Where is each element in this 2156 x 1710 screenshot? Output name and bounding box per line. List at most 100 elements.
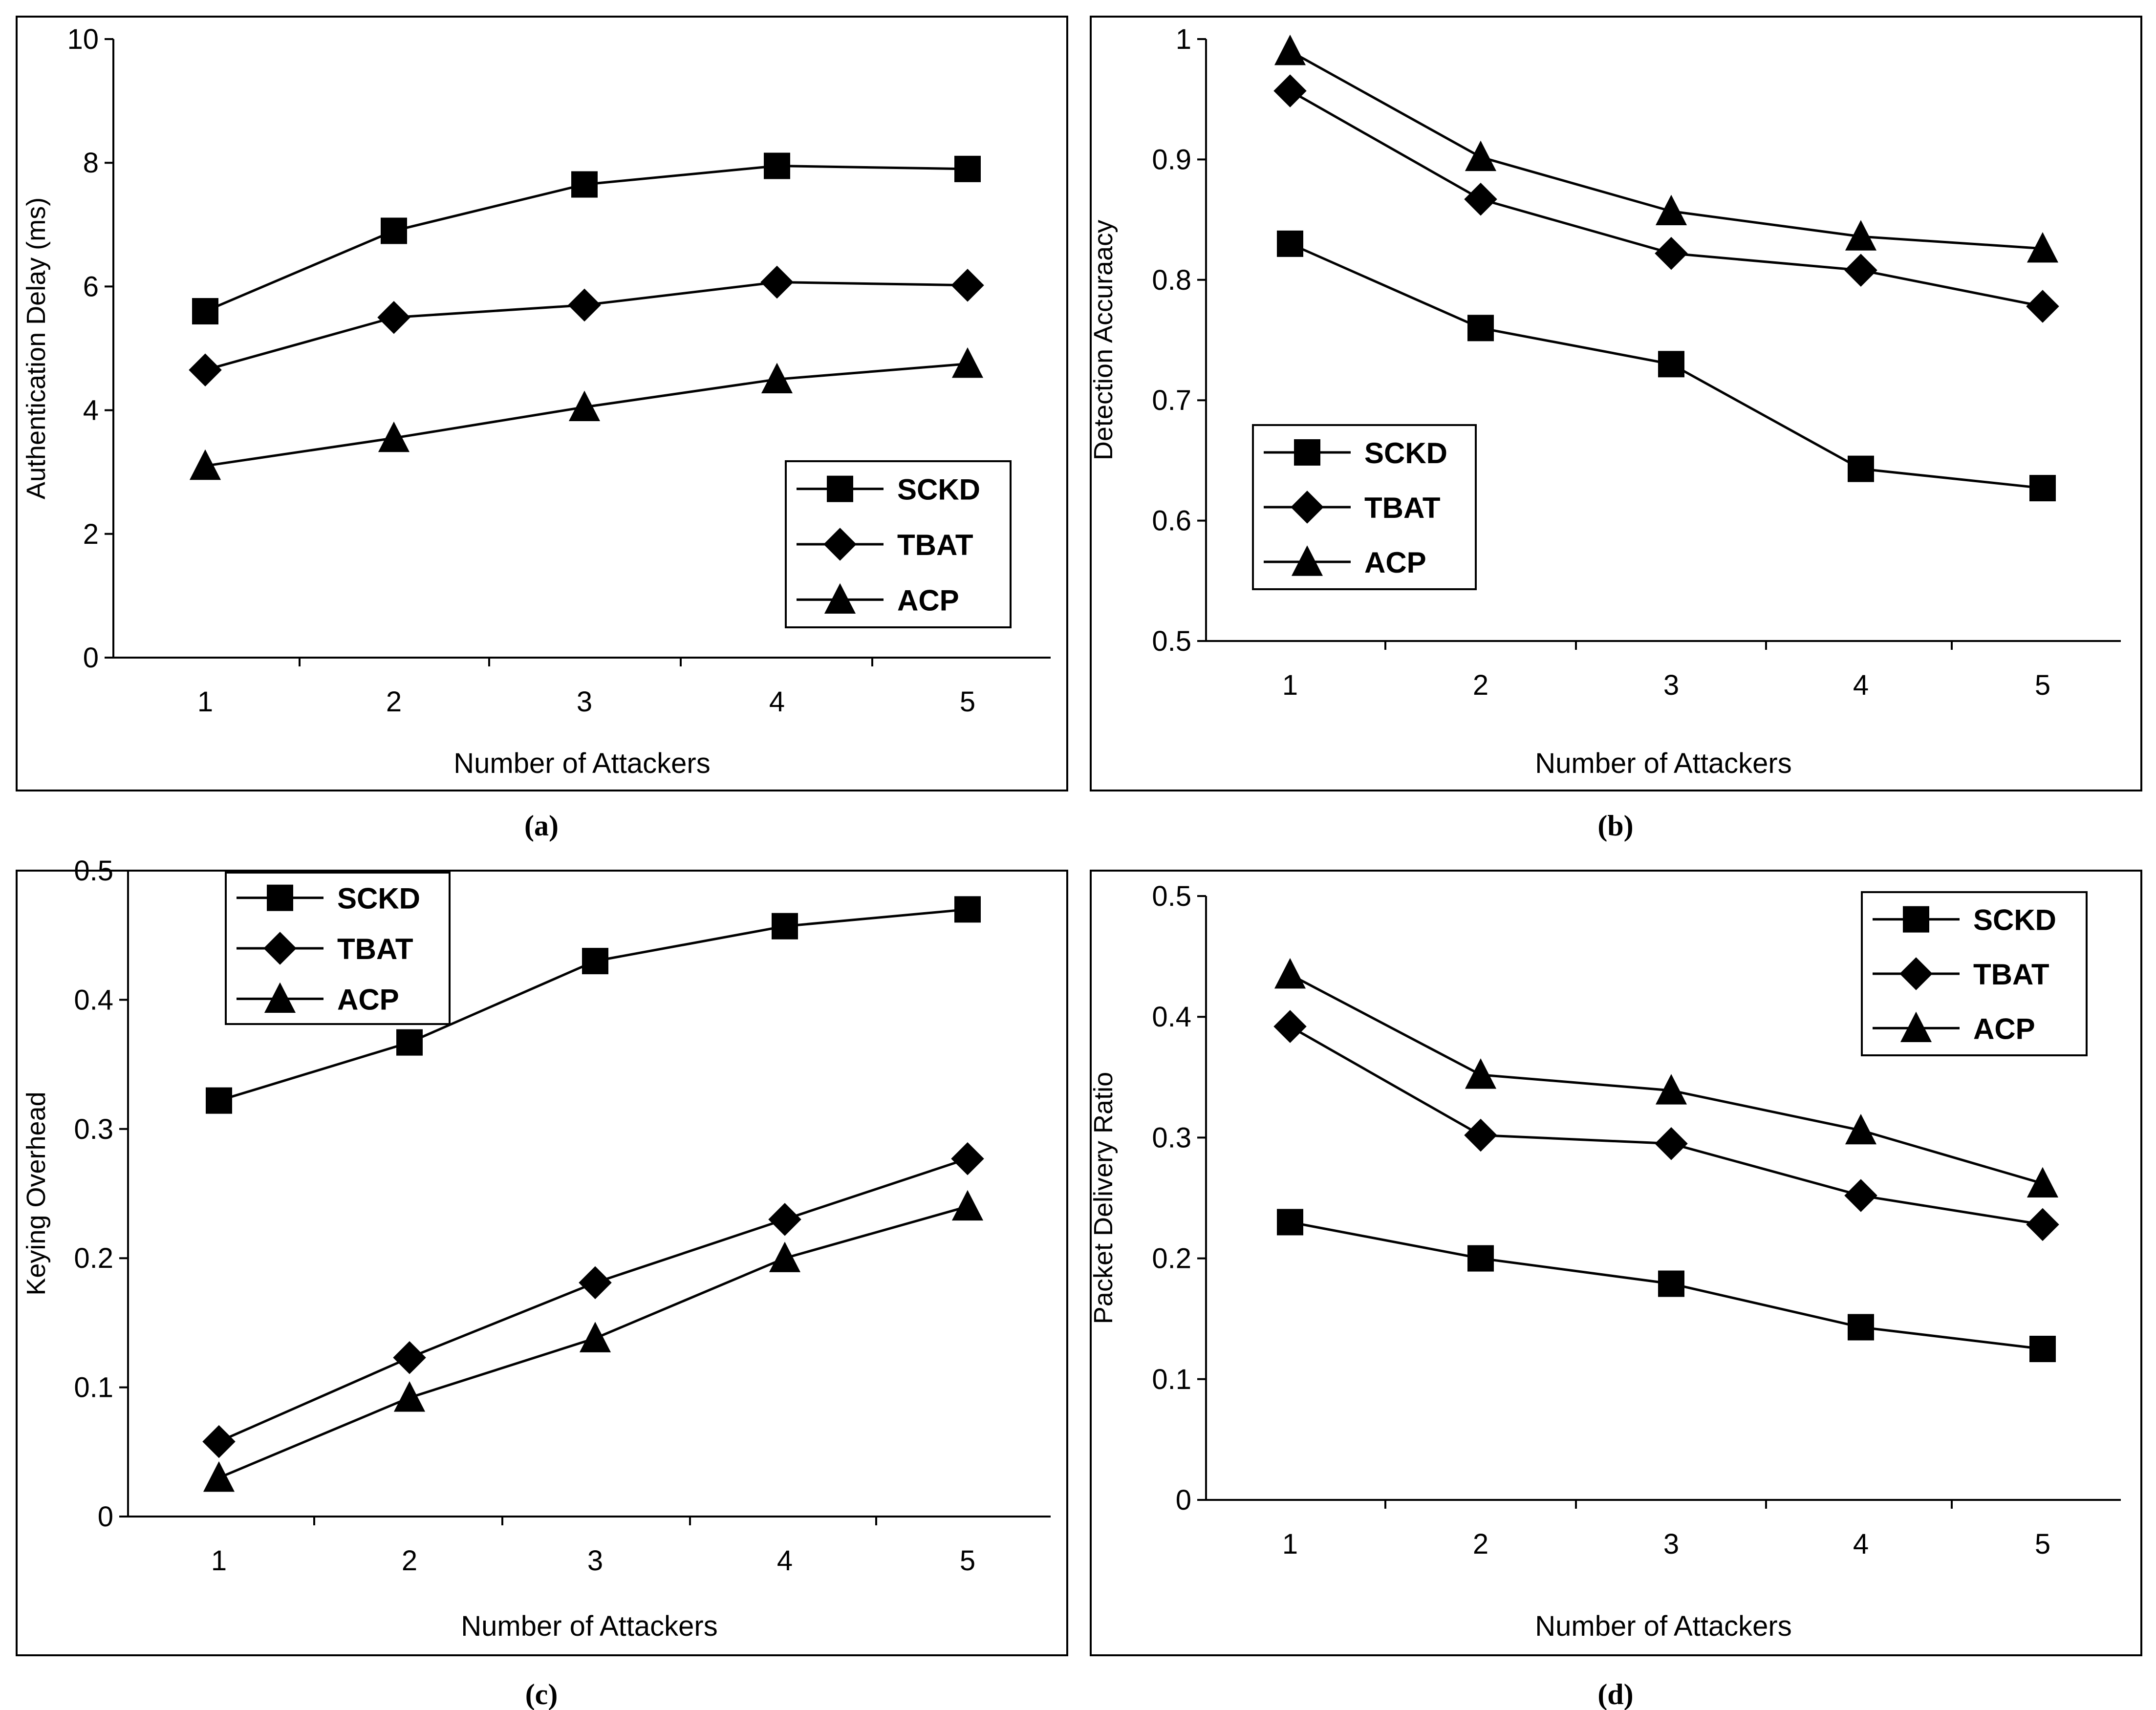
data-point-diamond (189, 353, 222, 387)
data-point-square (1658, 351, 1684, 378)
data-point-square (582, 948, 608, 975)
chart-panel-d: 0 0.1 0.2 0.3 0.4 0.5 1 2 3 4 5 Number of Attackers… (1089, 870, 2142, 1710)
data-point-triangle (761, 363, 793, 393)
data-point-diamond (2026, 290, 2059, 323)
legend-label: ACP (1973, 1012, 2035, 1045)
data-point-triangle (769, 1241, 801, 1272)
data-point-square (571, 171, 598, 198)
x-tick-label: 4 (777, 1545, 793, 1577)
data-point-diamond (568, 288, 601, 322)
series-line (1289, 89, 2043, 308)
x-tick-label: 1 (1282, 1528, 1298, 1560)
y-tick-label: 0.2 (74, 1242, 113, 1274)
data-point-square (396, 1029, 423, 1056)
x-axis-label: Number of Attackers (453, 748, 710, 779)
data-point-triangle (568, 390, 601, 421)
series-acp (1274, 958, 2059, 1198)
data-point-triangle (189, 449, 221, 480)
series-sckd (1277, 1209, 2056, 1362)
chart-frame (16, 870, 1068, 1656)
legend-item: ACP (1264, 545, 1426, 579)
legend-item: SCKD (1873, 904, 2056, 937)
legend-label: TBAT (897, 529, 973, 561)
legend-marker-square (1294, 439, 1320, 466)
data-point-triangle (203, 1461, 235, 1492)
legend-label: TBAT (1364, 492, 1441, 524)
series-sckd (1277, 230, 2056, 502)
x-tick-label: 1 (1282, 669, 1298, 701)
data-point-square (1848, 1314, 1874, 1341)
x-tick-label: 4 (1853, 669, 1869, 701)
legend-marker-diamond (823, 528, 857, 561)
y-tick-label: 0.5 (1152, 880, 1191, 912)
chart-frame (16, 16, 1068, 791)
panel-caption: (d) (1597, 1678, 1633, 1710)
series-acp (1274, 34, 2059, 263)
data-point-square (1467, 315, 1494, 342)
y-tick-label: 2 (83, 518, 99, 550)
data-point-square (772, 913, 798, 940)
legend-marker-triangle (1900, 1011, 1932, 1043)
chart-frame (1090, 16, 2142, 791)
y-tick-label: 0.5 (1152, 625, 1191, 657)
legend-item: SCKD (1264, 437, 1447, 470)
series-acp (189, 347, 984, 480)
x-tick-label: 5 (960, 686, 975, 718)
data-point-square (2029, 1336, 2056, 1362)
data-point-diamond (1464, 1118, 1497, 1152)
chart-panel-c: 0 0.1 0.2 0.3 0.4 0.5 1 2 3 4 5 Number of Attackers… (16, 855, 1068, 1710)
y-tick-label: 0.4 (1152, 1001, 1191, 1033)
panel-caption: (c) (525, 1678, 558, 1710)
x-tick-label: 2 (386, 686, 402, 718)
panel-caption: (b) (1597, 810, 1633, 842)
y-tick-label: 0.7 (1152, 385, 1191, 416)
y-axis-label: Keying Overhead (22, 1091, 51, 1295)
data-point-triangle (378, 421, 410, 452)
y-tick-label: 0.9 (1152, 144, 1191, 175)
legend-label: SCKD (337, 882, 420, 915)
x-axis-label: Number of Attackers (1535, 1610, 1791, 1642)
data-point-triangle (1845, 1113, 1877, 1145)
y-tick-label: 10 (67, 23, 99, 55)
legend: SCKD TBAT ACP (1252, 424, 1477, 590)
x-tick-label: 1 (211, 1545, 227, 1577)
legend-marker-triangle (264, 982, 296, 1013)
x-tick-label: 1 (197, 686, 213, 718)
y-tick-label: 0.3 (1152, 1122, 1191, 1154)
data-point-square (1848, 455, 1874, 482)
y-tick-label: 0.2 (1152, 1243, 1191, 1275)
x-tick-label: 4 (769, 686, 785, 718)
data-point-diamond (1464, 182, 1497, 216)
legend-item: TBAT (1264, 491, 1441, 524)
data-point-diamond (1655, 1127, 1688, 1160)
data-point-diamond (579, 1266, 612, 1300)
data-point-triangle (579, 1322, 611, 1352)
series-tbat (202, 1142, 984, 1458)
legend-marker-square (827, 475, 853, 502)
legend-label: ACP (337, 983, 399, 1016)
series-line (218, 1157, 968, 1443)
legend-marker-triangle (1291, 545, 1323, 576)
legend-item: TBAT (237, 932, 413, 965)
legend: SCKD TBAT ACP (785, 460, 1012, 628)
legend-marker-diamond (263, 932, 297, 965)
legend-label: TBAT (337, 933, 413, 965)
data-point-diamond (1273, 1010, 1307, 1043)
panel-caption: (a) (524, 810, 559, 842)
legend-label: TBAT (1973, 958, 2049, 991)
x-tick-label: 5 (2035, 669, 2050, 701)
x-tick-label: 3 (587, 1545, 603, 1577)
y-tick-label: 0.1 (1152, 1364, 1191, 1395)
data-point-triangle (1655, 194, 1687, 226)
x-tick-label: 2 (402, 1545, 417, 1577)
chart-frame (1090, 870, 2142, 1656)
y-tick-label: 0.3 (74, 1113, 113, 1145)
data-point-triangle (1845, 220, 1877, 251)
data-point-diamond (1844, 1179, 1877, 1212)
x-tick-label: 5 (960, 1545, 975, 1577)
legend-marker-diamond (1291, 491, 1324, 524)
legend-label: SCKD (1973, 904, 2056, 937)
y-axis-label: Authentication Delay (ms) (22, 197, 51, 499)
y-axis-label: Packet Delivery Ratio (1089, 1072, 1118, 1324)
